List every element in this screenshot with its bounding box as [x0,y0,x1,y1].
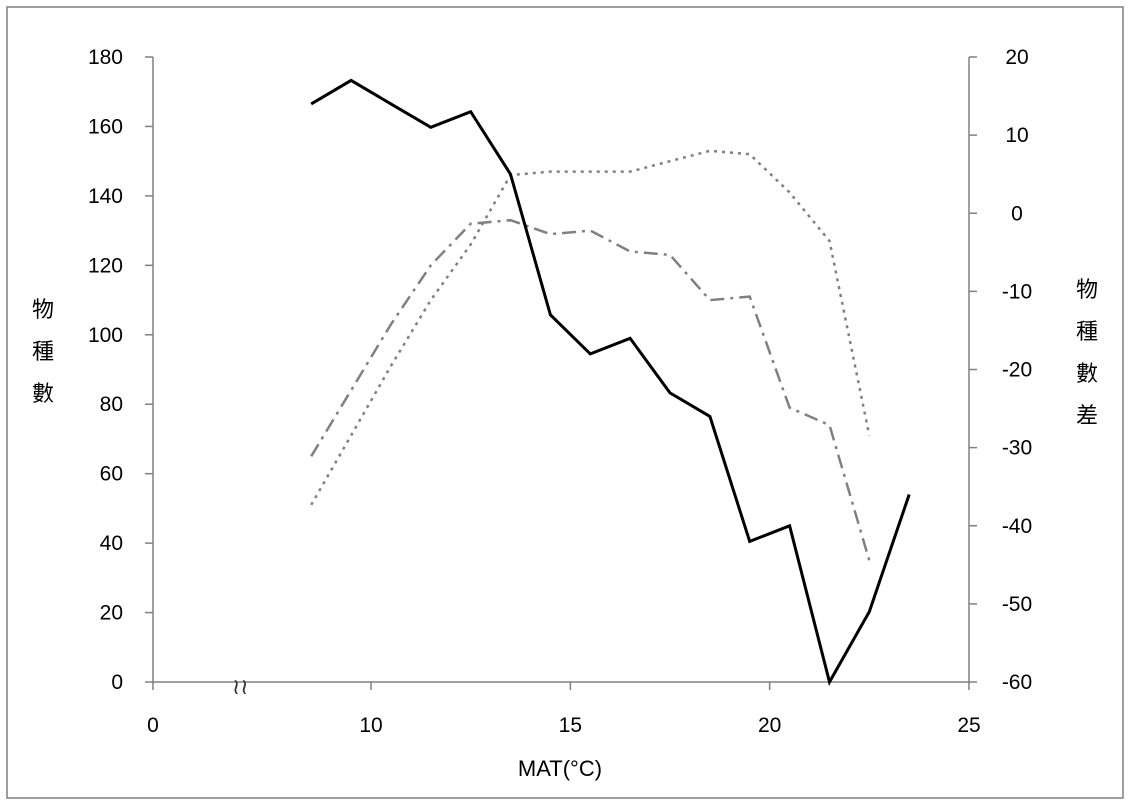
left-y-tick-label: 80 [100,393,123,416]
x-tick-label: 15 [559,714,582,737]
x-tick-label: 0 [147,714,159,737]
chart-frame [6,6,1124,799]
x-ticks: 0 10 15 20 25 [147,682,981,737]
left-y-tick-label: 180 [88,46,123,69]
left-y-ticks: 0 20 40 60 80 100 120 140 160 180 [88,46,153,694]
right-y-tick-label: -50 [1002,593,1032,616]
x-tick-label: 20 [758,714,781,737]
left-y-tick-label: 100 [88,324,123,347]
x-axis-break: ≀≀ [232,674,249,699]
x-tick-label: 10 [359,714,382,737]
series-line-1 [310,218,871,561]
left-y-tick-label: 20 [100,602,123,625]
left-y-tick-label: 140 [88,185,123,208]
left-y-tick-label: 160 [88,115,123,138]
axes [152,57,970,683]
series-line-0 [310,78,911,686]
right-y-tick-label: -20 [1002,359,1032,382]
right-y-tick-label: -30 [1002,437,1032,460]
series-layer [310,78,911,686]
right-y-label-char: 物 [1076,278,1098,303]
right-y-label-char: 數 [1076,362,1098,387]
right-y-tick-label: 0 [1011,202,1023,225]
right-y-tick-label: 20 [1005,46,1028,69]
right-y-label-char: 差 [1076,404,1098,429]
left-y-label-char: 數 [32,382,54,407]
right-y-tick-label: -10 [1002,280,1032,303]
right-y-label-char: 種 [1076,320,1098,345]
x-tick-label: 25 [957,714,980,737]
right-y-ticks: -60 -50 -40 -30 -20 -10 0 10 20 [969,46,1032,694]
left-y-label-char: 物 [32,298,54,323]
left-y-label-char: 種 [32,340,54,365]
right-y-tick-label: 10 [1005,124,1028,147]
left-y-tick-label: 0 [111,671,123,694]
right-y-tick-label: -60 [1002,671,1032,694]
left-y-axis-label: 物種數 [32,298,54,407]
x-axis-label: MAT(°C) [518,756,602,781]
left-y-tick-label: 60 [100,463,123,486]
left-y-tick-label: 120 [88,254,123,277]
left-y-tick-label: 40 [100,532,123,555]
right-y-tick-label: -40 [1002,515,1032,538]
series-line-2 [310,149,871,506]
